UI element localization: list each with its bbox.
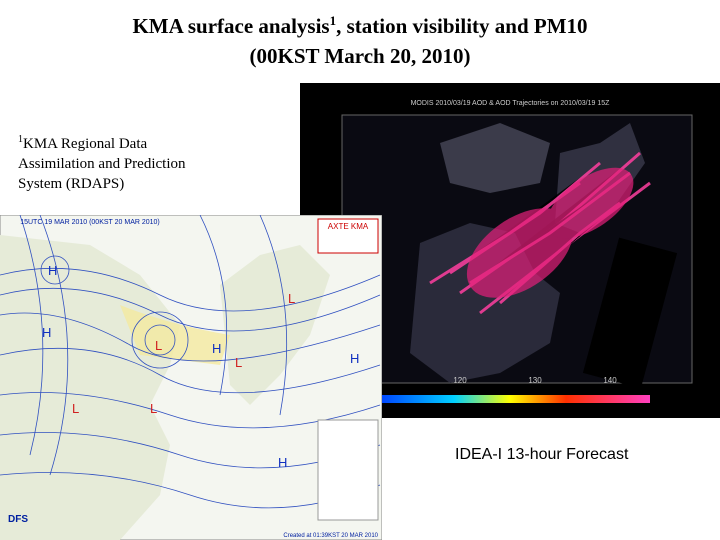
surface-map: AXTE KMA 15UTC 19 MAR 2010 (00KST 20 MAR…: [0, 215, 382, 540]
system-label: H: [42, 325, 51, 340]
map-header: 15UTC 19 MAR 2010 (00KST 20 MAR 2010): [20, 219, 160, 226]
footnote-line: 1KMA Regional Data: [18, 130, 185, 154]
system-label: L: [155, 338, 162, 353]
land: [220, 245, 330, 405]
system-label: H: [350, 351, 359, 366]
lon-label: 140: [603, 376, 617, 385]
footnote: 1KMA Regional Data Assimilation and Pred…: [18, 130, 185, 194]
aod-patch: [466, 167, 634, 298]
title-sup: 1: [329, 13, 337, 28]
isobars: [0, 215, 381, 509]
title-line: KMA surface analysis1, station visibilit…: [0, 6, 720, 41]
lon-label: 130: [528, 376, 542, 385]
system-label: L: [288, 291, 295, 306]
system-label: H: [48, 263, 57, 278]
pressure-systems: H H L L H L H L H L: [42, 263, 359, 470]
system-label: L: [150, 401, 157, 416]
system-label: H: [278, 455, 287, 470]
swath-gap: [582, 237, 678, 389]
title-text: , station visibility and PM10: [336, 14, 588, 38]
caption: IDEA-I 13-hour Forecast: [455, 446, 629, 463]
colorbar: [370, 395, 650, 403]
lon-label: 120: [453, 376, 467, 385]
title-line: (00KST March 20, 2010): [249, 44, 471, 68]
map-footer: DFS: [8, 514, 28, 525]
satellite-image: MODIS 2010/03/19 AOD & AOD Trajectories …: [300, 83, 720, 418]
system-label: L: [72, 401, 79, 416]
logo: AXTE KMA: [328, 222, 369, 231]
logo-box: [317, 218, 379, 254]
title-text: KMA surface analysis: [132, 14, 330, 38]
footnote-line: Assimilation and Prediction: [18, 156, 186, 172]
footnote-line: System (RDAPS): [18, 176, 125, 192]
legend-box: [317, 419, 379, 521]
created: Created at 01:39KST 20 MAR 2010: [283, 533, 378, 539]
shading: [120, 305, 230, 365]
image-header: MODIS 2010/03/19 AOD & AOD Trajectories …: [411, 100, 611, 107]
system-label: H: [212, 341, 221, 356]
system-label: L: [235, 355, 242, 370]
slide-title: KMA surface analysis1, station visibilit…: [0, 6, 720, 71]
footnote-sup: 1: [18, 134, 23, 145]
land: [440, 123, 550, 193]
footnote-text: KMA Regional Data: [23, 136, 148, 152]
